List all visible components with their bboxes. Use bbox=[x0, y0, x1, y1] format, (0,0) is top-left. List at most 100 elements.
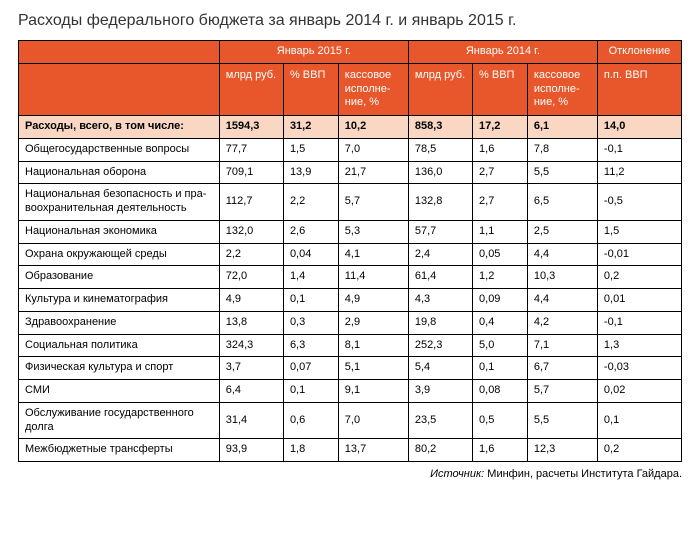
cell-m2014: 19,8 bbox=[408, 311, 472, 334]
cell-dev: 1,5 bbox=[597, 220, 681, 243]
budget-table: Январь 2015 г. Январь 2014 г. Отклонение… bbox=[18, 40, 682, 462]
source-line: Источник: Минфин, расчеты Института Гайд… bbox=[18, 468, 682, 480]
cell-k2015: 5,7 bbox=[338, 184, 408, 221]
header-blank-2 bbox=[19, 63, 220, 115]
cell-k2015: 7,0 bbox=[338, 402, 408, 439]
cell-v2014: 0,09 bbox=[473, 289, 528, 312]
cell-dev: -0,01 bbox=[597, 243, 681, 266]
header-2014-kass: кассовое исполне­ние, % bbox=[527, 63, 597, 115]
cell-k2015: 9,1 bbox=[338, 380, 408, 403]
header-2014-pctvvp: % ВВП bbox=[473, 63, 528, 115]
cell-dev: 0,02 bbox=[597, 380, 681, 403]
table-row: Национальная оборона709,113,921,7136,02,… bbox=[19, 161, 682, 184]
cell-m2014: 5,4 bbox=[408, 357, 472, 380]
header-2014-mlrd: млрд руб. bbox=[408, 63, 472, 115]
cell-k2015: 4,1 bbox=[338, 243, 408, 266]
cell-dev: 14,0 bbox=[597, 116, 681, 139]
cell-k2014: 6,7 bbox=[527, 357, 597, 380]
cell-k2014: 4,4 bbox=[527, 289, 597, 312]
cell-v2014: 0,5 bbox=[473, 402, 528, 439]
cell-v2014: 0,4 bbox=[473, 311, 528, 334]
cell-m2014: 136,0 bbox=[408, 161, 472, 184]
cell-m2014: 858,3 bbox=[408, 116, 472, 139]
header-2015-kass: кассовое исполне­ние, % bbox=[338, 63, 408, 115]
cell-label: Национальная безопасность и пра­воохрани… bbox=[19, 184, 220, 221]
page-title: Расходы федерального бюджета за январь 2… bbox=[18, 12, 682, 30]
cell-v2014: 0,08 bbox=[473, 380, 528, 403]
cell-v2015: 0,6 bbox=[283, 402, 338, 439]
cell-v2015: 2,2 bbox=[283, 184, 338, 221]
cell-dev: 11,2 bbox=[597, 161, 681, 184]
cell-k2015: 11,4 bbox=[338, 266, 408, 289]
cell-dev: -0,1 bbox=[597, 138, 681, 161]
cell-k2014: 12,3 bbox=[527, 439, 597, 462]
cell-label: Расходы, всего, в том числе: bbox=[19, 116, 220, 139]
cell-m2015: 709,1 bbox=[219, 161, 283, 184]
cell-m2015: 31,4 bbox=[219, 402, 283, 439]
table-row: Охрана окружающей среды2,20,044,12,40,05… bbox=[19, 243, 682, 266]
cell-k2015: 2,9 bbox=[338, 311, 408, 334]
table-row: Физическая культура и спорт3,70,075,15,4… bbox=[19, 357, 682, 380]
table-row: Здравоохранение13,80,32,919,80,44,2-0,1 bbox=[19, 311, 682, 334]
table-row: Образование72,01,411,461,41,210,30,2 bbox=[19, 266, 682, 289]
cell-dev: 0,2 bbox=[597, 439, 681, 462]
cell-v2015: 6,3 bbox=[283, 334, 338, 357]
cell-v2014: 0,1 bbox=[473, 357, 528, 380]
cell-dev: -0,1 bbox=[597, 311, 681, 334]
cell-label: Культура и кинематография bbox=[19, 289, 220, 312]
table-row: Национальная безопасность и пра­воохрани… bbox=[19, 184, 682, 221]
header-group-2015: Январь 2015 г. bbox=[219, 41, 408, 64]
cell-k2015: 5,3 bbox=[338, 220, 408, 243]
cell-k2015: 10,2 bbox=[338, 116, 408, 139]
cell-v2014: 1,6 bbox=[473, 138, 528, 161]
cell-k2015: 21,7 bbox=[338, 161, 408, 184]
cell-k2014: 5,5 bbox=[527, 161, 597, 184]
cell-m2015: 77,7 bbox=[219, 138, 283, 161]
table-row: Общегосударственные вопросы77,71,57,078,… bbox=[19, 138, 682, 161]
cell-label: Межбюджетные трансферты bbox=[19, 439, 220, 462]
source-label: Источник: bbox=[430, 468, 484, 480]
cell-v2015: 0,1 bbox=[283, 289, 338, 312]
cell-k2014: 7,8 bbox=[527, 138, 597, 161]
cell-label: Социальная политика bbox=[19, 334, 220, 357]
header-group-2014: Январь 2014 г. bbox=[408, 41, 597, 64]
cell-m2014: 4,3 bbox=[408, 289, 472, 312]
cell-label: Образование bbox=[19, 266, 220, 289]
cell-k2015: 8,1 bbox=[338, 334, 408, 357]
header-row-sub: млрд руб. % ВВП кассовое исполне­ние, % … bbox=[19, 63, 682, 115]
cell-m2014: 78,5 bbox=[408, 138, 472, 161]
cell-k2014: 2,5 bbox=[527, 220, 597, 243]
cell-dev: -0,5 bbox=[597, 184, 681, 221]
cell-k2014: 5,5 bbox=[527, 402, 597, 439]
cell-v2015: 0,04 bbox=[283, 243, 338, 266]
cell-label: Обслуживание государственного долга bbox=[19, 402, 220, 439]
header-row-groups: Январь 2015 г. Январь 2014 г. Отклонение bbox=[19, 41, 682, 64]
cell-k2015: 13,7 bbox=[338, 439, 408, 462]
cell-k2015: 4,9 bbox=[338, 289, 408, 312]
table-row: Национальная экономика132,02,65,357,71,1… bbox=[19, 220, 682, 243]
cell-m2014: 2,4 bbox=[408, 243, 472, 266]
cell-v2015: 13,9 bbox=[283, 161, 338, 184]
cell-k2014: 10,3 bbox=[527, 266, 597, 289]
cell-m2015: 2,2 bbox=[219, 243, 283, 266]
cell-v2015: 0,3 bbox=[283, 311, 338, 334]
cell-m2015: 13,8 bbox=[219, 311, 283, 334]
cell-m2014: 3,9 bbox=[408, 380, 472, 403]
cell-v2015: 1,8 bbox=[283, 439, 338, 462]
cell-v2015: 31,2 bbox=[283, 116, 338, 139]
cell-label: Физическая культура и спорт bbox=[19, 357, 220, 380]
cell-k2015: 7,0 bbox=[338, 138, 408, 161]
cell-m2014: 23,5 bbox=[408, 402, 472, 439]
cell-v2014: 2,7 bbox=[473, 161, 528, 184]
cell-k2015: 5,1 bbox=[338, 357, 408, 380]
cell-v2015: 0,07 bbox=[283, 357, 338, 380]
cell-m2015: 6,4 bbox=[219, 380, 283, 403]
header-2015-pctvvp: % ВВП bbox=[283, 63, 338, 115]
cell-k2014: 4,4 bbox=[527, 243, 597, 266]
cell-k2014: 6,1 bbox=[527, 116, 597, 139]
cell-dev: 0,2 bbox=[597, 266, 681, 289]
cell-dev: -0,03 bbox=[597, 357, 681, 380]
cell-m2015: 324,3 bbox=[219, 334, 283, 357]
header-2015-mlrd: млрд руб. bbox=[219, 63, 283, 115]
cell-label: Здравоохранение bbox=[19, 311, 220, 334]
